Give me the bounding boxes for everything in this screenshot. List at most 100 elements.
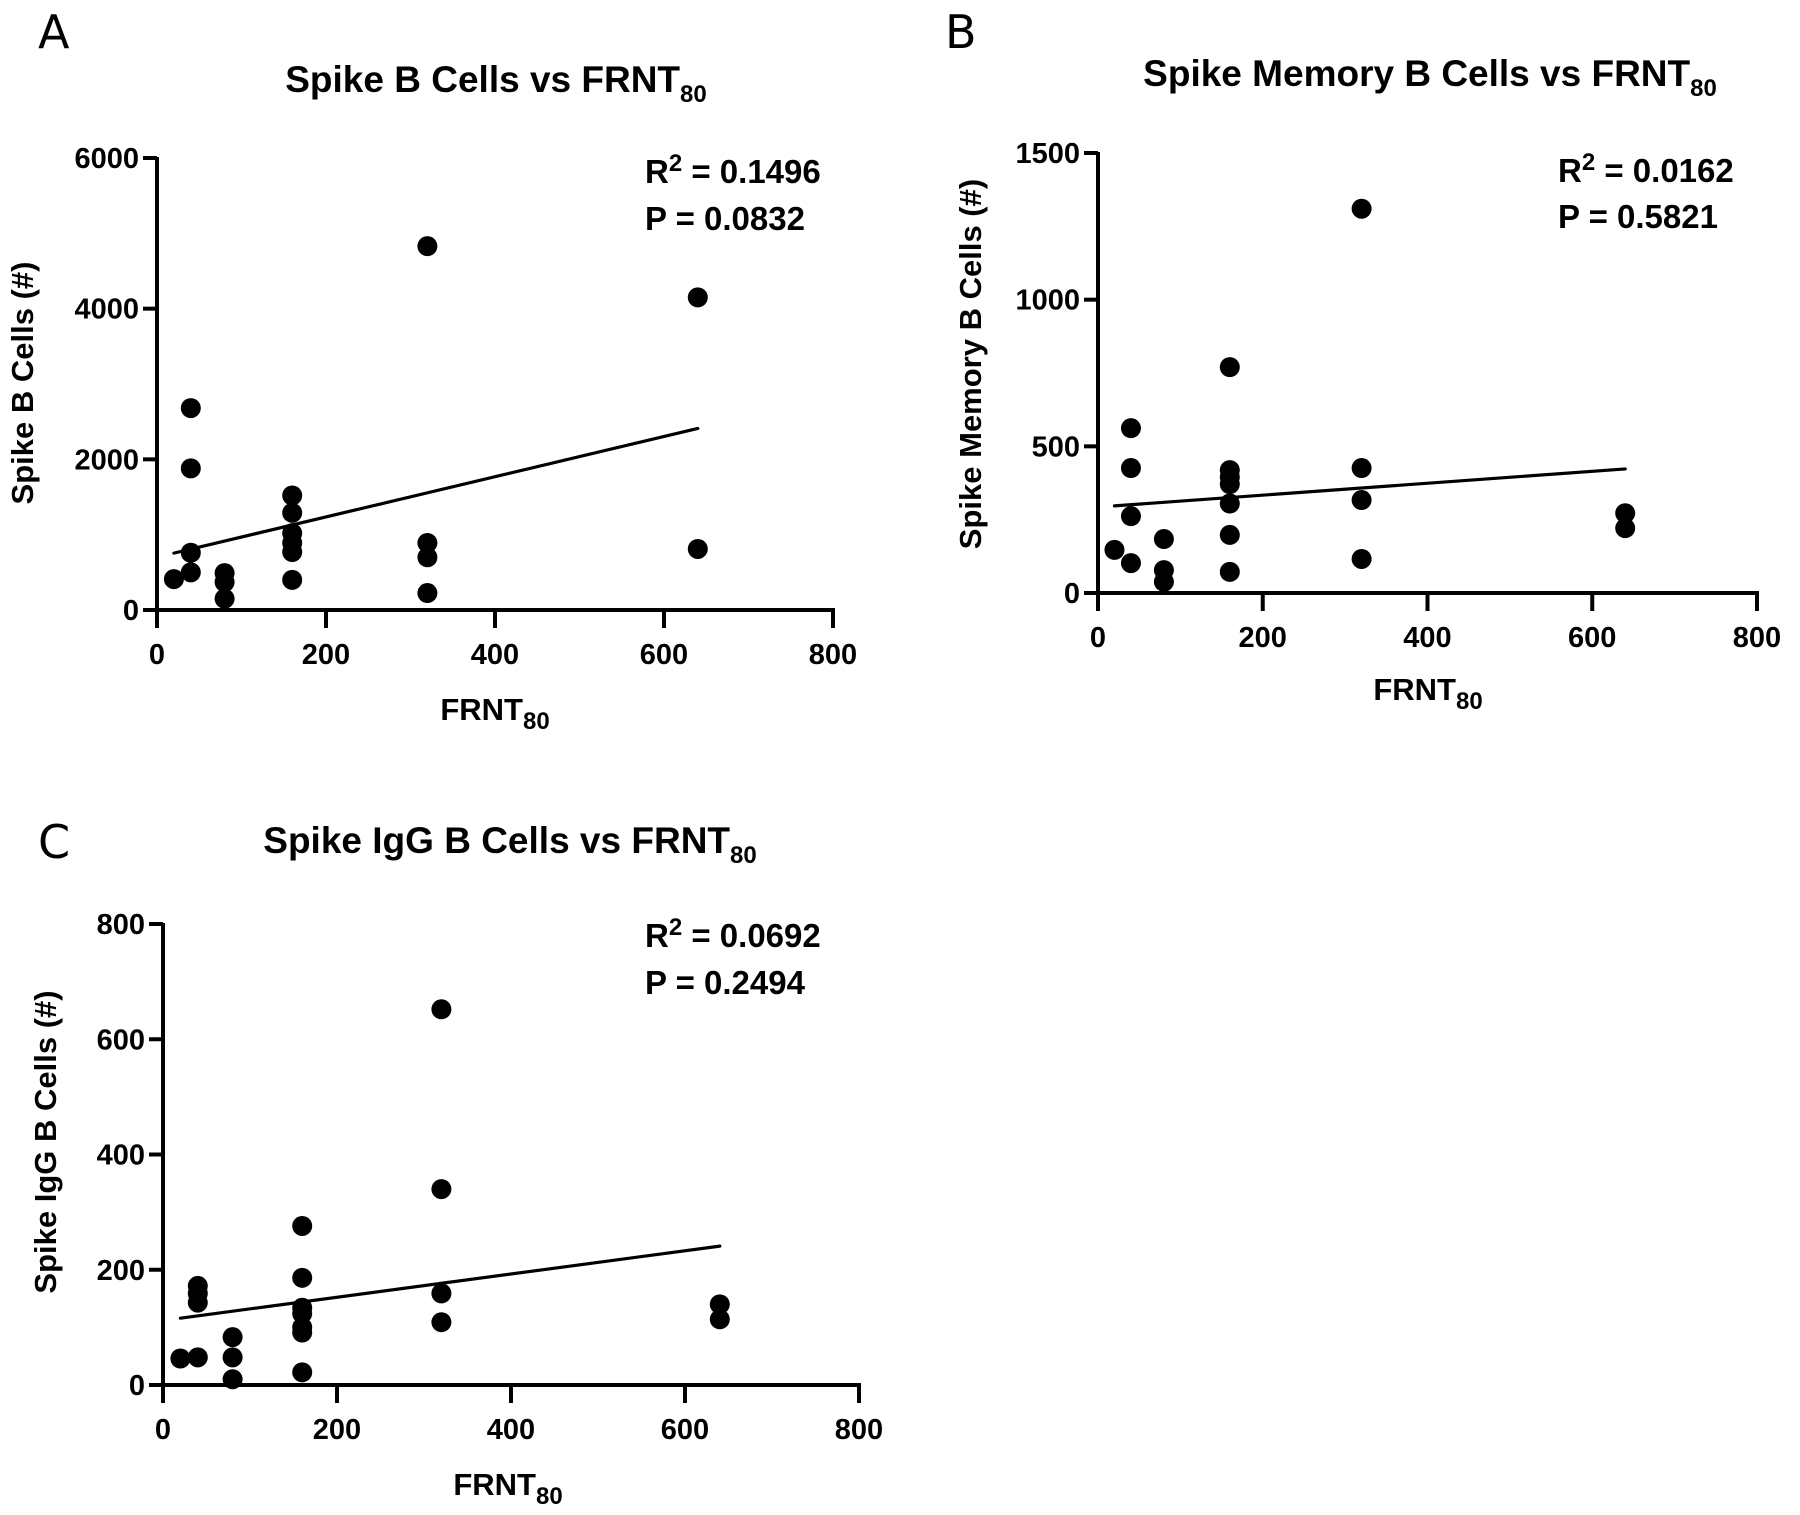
data-point (687, 287, 708, 308)
data-point (687, 538, 708, 559)
data-point (1120, 506, 1141, 527)
data-point (187, 1275, 208, 1296)
r-squared-b: R2 = 0.0162 (1558, 149, 1734, 189)
data-point (222, 1327, 243, 1348)
y-tick-label: 0 (1064, 578, 1080, 610)
panel-letter-a: A (38, 5, 70, 59)
data-point (1351, 490, 1372, 511)
regression-line (1112, 467, 1627, 508)
y-tick-label: 600 (97, 1024, 145, 1056)
y-tick-label: 1500 (1015, 138, 1080, 170)
data-point (417, 583, 438, 604)
x-tick-label: 800 (835, 1414, 883, 1446)
data-point (1615, 518, 1636, 539)
data-point (222, 1347, 243, 1368)
data-point (214, 563, 235, 584)
data-point (292, 1267, 313, 1288)
r2-value-b: = 0.0162 (1595, 152, 1734, 189)
data-point (1351, 198, 1372, 219)
plot-area-c: 0 200 400 600 800 0 200 400 600 800 (97, 909, 884, 1446)
data-point (282, 569, 303, 590)
chart-title-c-main: Spike IgG B Cells vs FRNT (263, 820, 730, 861)
data-point (1104, 539, 1125, 560)
data-point (292, 1362, 313, 1383)
panel-b: B Spike Memory B Cells vs FRNT80 0500100… (945, 5, 1781, 715)
data-point (417, 547, 438, 568)
data-point (431, 1312, 452, 1333)
x-axis-label-c-sub: 80 (536, 1483, 563, 1510)
data-point (1351, 458, 1372, 479)
p-value-c: P = 0.2494 (645, 964, 806, 1001)
data-point (417, 532, 438, 553)
x-axis-label-a-main: FRNT (440, 692, 523, 727)
data-point (187, 1347, 208, 1368)
chart-title-b-main: Spike Memory B Cells vs FRNT (1143, 53, 1690, 94)
r2-value-c: = 0.0692 (682, 917, 821, 954)
data-point (1219, 460, 1240, 481)
x-axis-label-a: FRNT80 (440, 692, 549, 735)
data-point (1219, 561, 1240, 582)
data-point (214, 588, 235, 609)
y-tick-label: 500 (1032, 431, 1080, 463)
chart-title-c: Spike IgG B Cells vs FRNT80 (263, 820, 756, 869)
y-tick-label: 400 (97, 1140, 145, 1172)
regression-line (178, 1244, 722, 1320)
r-squared-a: R2 = 0.1496 (645, 150, 821, 190)
data-point (180, 398, 201, 419)
data-point (1219, 524, 1240, 545)
x-tick-label: 400 (471, 639, 519, 671)
data-point (431, 999, 452, 1020)
data-point (709, 1294, 730, 1315)
x-tick-label: 0 (155, 1414, 171, 1446)
plot-area-b: 0 500 1000 1500 0 200 400 600 800 (1015, 138, 1781, 654)
x-axis-label-c: FRNT80 (453, 1467, 562, 1510)
chart-title-a: Spike B Cells vs FRNT80 (285, 59, 707, 108)
panel-letter-c: C (38, 815, 70, 869)
x-tick-label: 200 (1239, 622, 1287, 654)
data-point (1219, 493, 1240, 514)
y-tick-label: 1000 (1015, 285, 1080, 317)
x-axis-label-b: FRNT80 (1373, 672, 1482, 715)
panel-c: C Spike IgG B Cells vs FRNT80 0200400600… (28, 815, 883, 1510)
y-tick-label: 2000 (74, 444, 139, 476)
r2-sup-a: 2 (669, 150, 682, 177)
x-axis-label-b-sub: 80 (1456, 688, 1483, 715)
x-tick-label: 200 (313, 1414, 361, 1446)
r2-label-a: R (645, 153, 669, 190)
data-point (170, 1348, 191, 1369)
chart-title-b: Spike Memory B Cells vs FRNT80 (1143, 53, 1717, 102)
chart-title-c-sub: 80 (730, 842, 757, 869)
p-value-a: P = 0.0832 (645, 200, 805, 237)
data-point (1351, 548, 1372, 569)
y-tick-label: 0 (123, 595, 139, 627)
data-point (431, 1179, 452, 1200)
x-tick-label: 0 (1090, 622, 1106, 654)
y-tick-label: 0 (129, 1370, 145, 1402)
x-tick-label: 0 (149, 639, 165, 671)
x-axis-label-b-main: FRNT (1373, 672, 1456, 707)
x-axis-label-a-sub: 80 (523, 708, 550, 735)
data-point (222, 1369, 243, 1390)
x-tick-label: 800 (809, 639, 857, 671)
p-value-b: P = 0.5821 (1558, 198, 1718, 235)
data-point (292, 1297, 313, 1318)
r-squared-c: R2 = 0.0692 (645, 914, 821, 954)
data-point (282, 523, 303, 544)
data-point (282, 502, 303, 523)
x-tick-label: 400 (1403, 622, 1451, 654)
panel-letter-b: B (945, 5, 977, 59)
x-tick-label: 800 (1733, 622, 1781, 654)
data-point (1120, 553, 1141, 574)
data-point (180, 562, 201, 583)
y-tick-label: 200 (97, 1255, 145, 1287)
x-tick-label: 600 (661, 1414, 709, 1446)
y-axis-label-c: Spike IgG B Cells (#) (28, 990, 63, 1293)
x-tick-label: 600 (640, 639, 688, 671)
r2-value-a: = 0.1496 (682, 153, 821, 190)
r2-label-c: R (645, 917, 669, 954)
panel-a: A Spike B Cells vs FRNT80 02000400060000… (5, 5, 857, 735)
y-tick-label: 6000 (74, 143, 139, 175)
regression-line (172, 426, 700, 555)
data-point (431, 1283, 452, 1304)
